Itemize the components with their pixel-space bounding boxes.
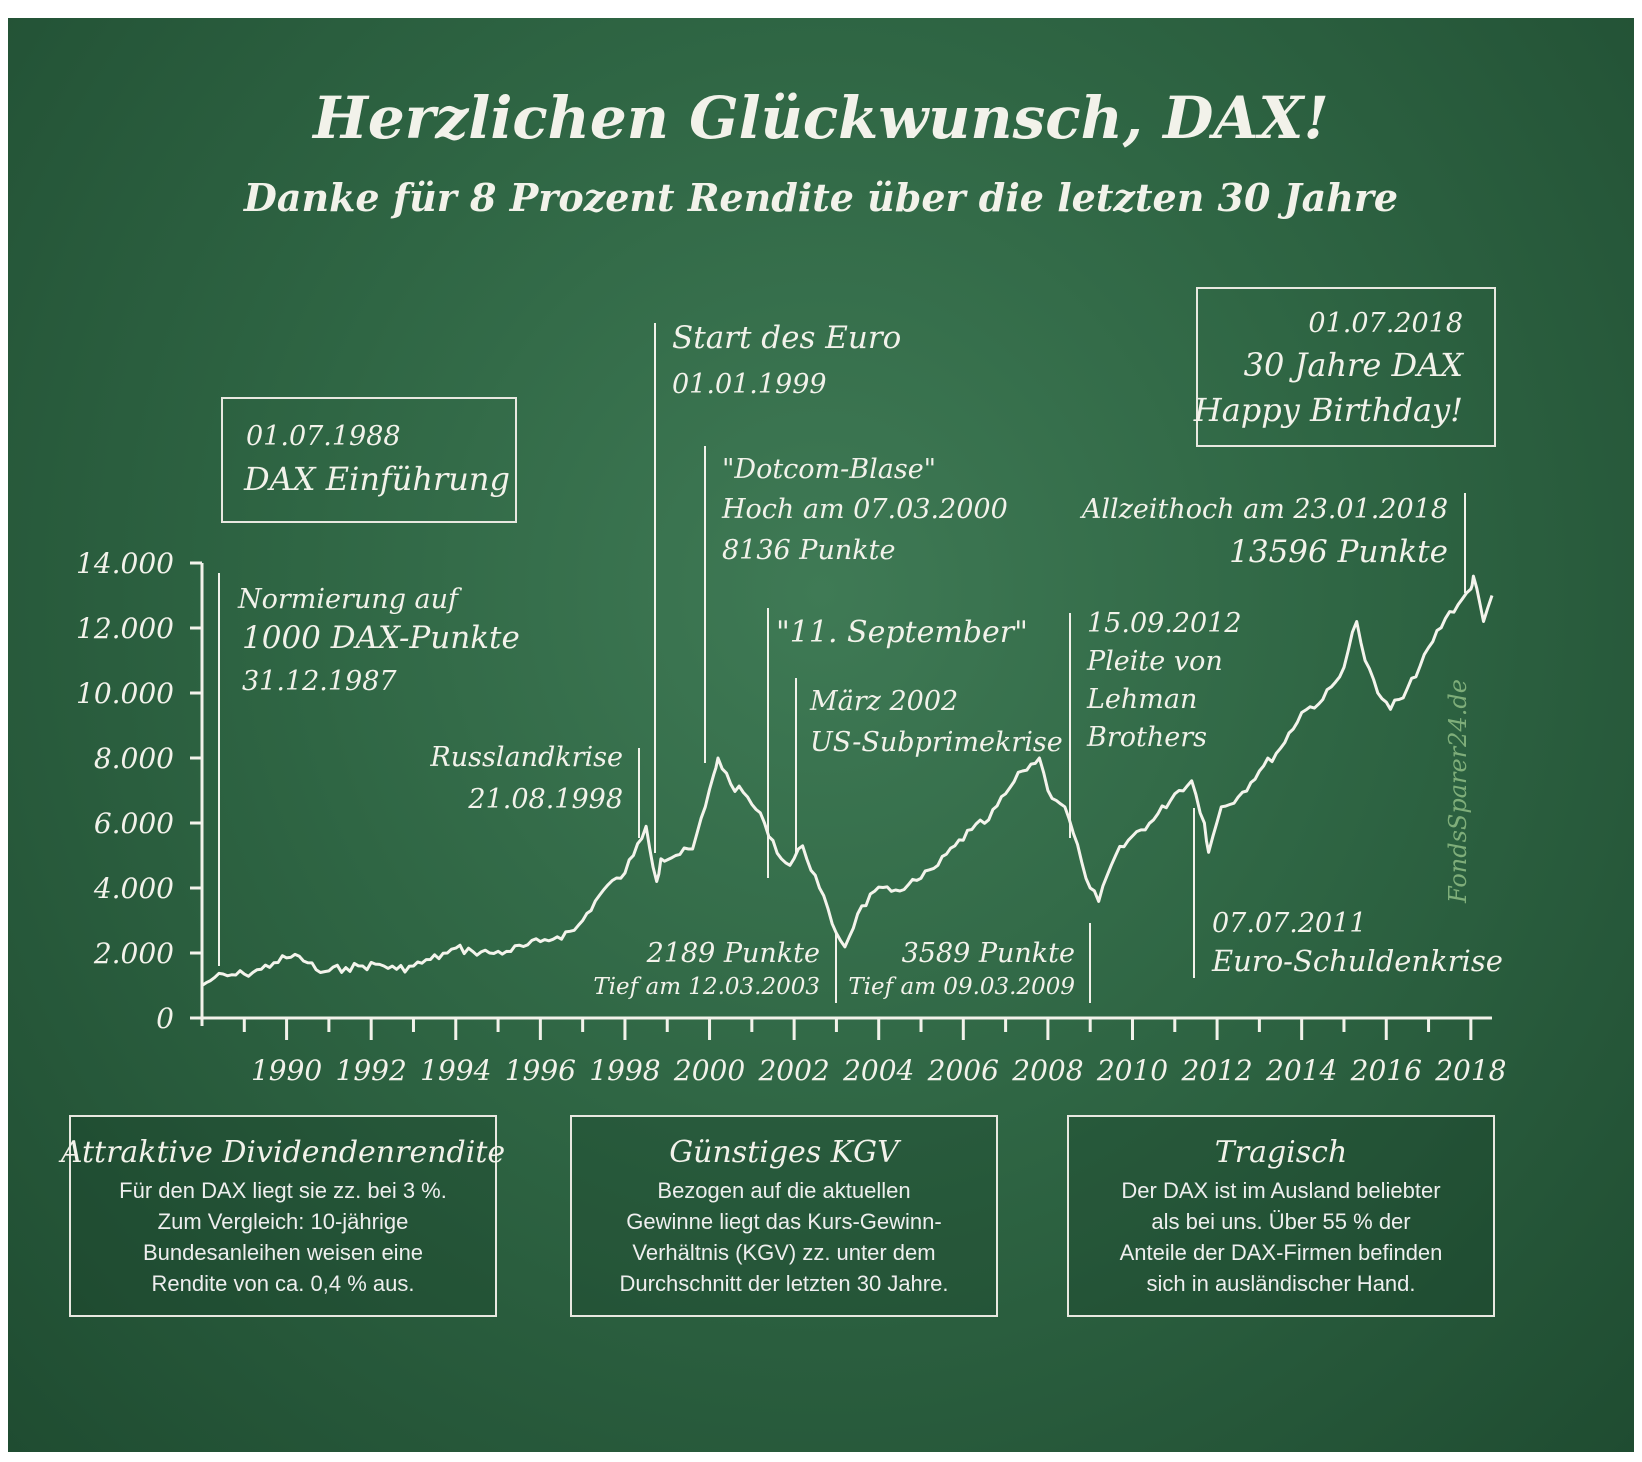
- x-tick-label: 2006: [927, 1054, 999, 1087]
- x-tick-label: 2012: [1180, 1054, 1252, 1087]
- allzeit-label-1: Allzeithoch am 23.01.2018: [1079, 494, 1448, 525]
- norm-label-3: 31.12.1987: [242, 666, 397, 697]
- intro-date: 01.07.1988: [246, 421, 401, 452]
- info-box: [1067, 1115, 1495, 1317]
- info-box-line: Durchschnitt der letzten 30 Jahre.: [620, 1271, 949, 1296]
- birthday-box: [1196, 287, 1496, 447]
- watermark: FondsSparer24.de: [1444, 679, 1472, 904]
- info-box: [69, 1115, 497, 1317]
- y-tick-label: 6.000: [94, 807, 174, 840]
- x-tick-label: 2018: [1434, 1054, 1506, 1087]
- x-tick-label: 1996: [505, 1054, 576, 1087]
- x-tick-label: 1998: [589, 1054, 660, 1087]
- norm-label-1: Normierung auf: [237, 584, 462, 615]
- info-box-line: Anteile der DAX-Firmen befinden: [1120, 1240, 1443, 1265]
- info-boxes: Attraktive Dividendenrendite Für den DAX …: [58, 1115, 1495, 1317]
- x-tick-label: 2004: [842, 1054, 914, 1087]
- x-tick-label: 2000: [673, 1054, 745, 1087]
- info-box-line: Gewinne liegt das Kurs-Gewinn-: [626, 1209, 941, 1234]
- lehman-label-2: Pleite von: [1086, 646, 1223, 677]
- info-box-title: Tragisch: [1215, 1135, 1348, 1170]
- x-tick-label: 2010: [1096, 1054, 1168, 1087]
- tief2009-label-2: Tief am 09.03.2009: [848, 974, 1075, 1000]
- y-tick-label: 12.000: [76, 612, 174, 645]
- tief2003-label-1: 2189 Punkte: [646, 938, 820, 969]
- y-tick-label: 0: [156, 1002, 174, 1035]
- info-box-line: Verhältnis (KGV) zz. unter dem: [632, 1240, 935, 1265]
- y-tick-label: 2.000: [93, 937, 174, 970]
- x-tick-label: 2002: [757, 1054, 829, 1087]
- chart-subtitle: Danke für 8 Prozent Rendite über die let…: [243, 175, 1398, 220]
- info-box-line: Rendite von ca. 0,4 % aus.: [152, 1271, 415, 1296]
- y-tick-label: 8.000: [94, 742, 174, 775]
- y-tick-label: 4.000: [93, 872, 174, 905]
- tief2009-label-1: 3589 Punkte: [902, 938, 1075, 969]
- chart-title: Herzlichen Glückwunsch, DAX!: [311, 84, 1329, 152]
- tief2003-label-2: Tief am 12.03.2003: [593, 974, 820, 1000]
- euro-label-1: Start des Euro: [672, 320, 901, 356]
- x-tick-label: 1994: [420, 1054, 491, 1087]
- chalkboard: Herzlichen Glückwunsch, DAX! Danke für 8…: [8, 18, 1634, 1452]
- russland-label-1: Russlandkrise: [429, 742, 623, 773]
- x-tick-label: 1990: [251, 1054, 322, 1087]
- birthday-date: 01.07.2018: [1308, 308, 1463, 339]
- birthday-line1: 30 Jahre DAX: [1244, 346, 1465, 384]
- y-ticks: 0 2.000 4.000 6.000 8.000 10.000 12.000 14.000: [76, 547, 202, 1035]
- info-box-line: Zum Vergleich: 10-jährige: [158, 1209, 409, 1234]
- y-tick-label: 14.000: [76, 547, 174, 580]
- subprime-label-1: März 2002: [809, 686, 958, 717]
- intro-box: [221, 397, 517, 523]
- euro-label-2: 01.01.1999: [672, 369, 827, 400]
- subprime-label-2: US-Subprimekrise: [810, 727, 1063, 758]
- info-box-line: Der DAX ist im Ausland beliebter: [1121, 1178, 1440, 1203]
- x-tick-label: 2014: [1265, 1054, 1337, 1087]
- chart-canvas: Herzlichen Glückwunsch, DAX! Danke für 8…: [58, 84, 1506, 1317]
- info-box-line: als bei uns. Über 55 % der: [1151, 1209, 1410, 1234]
- x-tick-label: 1992: [336, 1054, 407, 1087]
- dotcom-label-1: "Dotcom-Blase": [722, 454, 936, 485]
- dotcom-label-3: 8136 Punkte: [722, 535, 895, 566]
- info-box-line: Für den DAX liegt sie zz. bei 3 %.: [119, 1178, 447, 1203]
- info-box: [570, 1115, 998, 1317]
- euroschulden-label-2: Euro-Schuldenkrise: [1211, 944, 1503, 978]
- sept-label: "11. September": [776, 615, 1028, 650]
- info-box-title: Günstiges KGV: [669, 1135, 902, 1170]
- x-tick-label: 2016: [1350, 1054, 1422, 1087]
- russland-label-2: 21.08.1998: [467, 784, 623, 815]
- lehman-label-4: Brothers: [1086, 722, 1207, 753]
- lehman-label-1: 15.09.2012: [1087, 608, 1242, 639]
- info-box-line: Bezogen auf die aktuellen: [657, 1178, 910, 1203]
- lehman-label-3: Lehman: [1086, 684, 1197, 715]
- y-tick-label: 10.000: [76, 677, 174, 710]
- norm-label-2: 1000 DAX-Punkte: [242, 620, 520, 656]
- intro-text: DAX Einführung: [243, 460, 510, 498]
- euroschulden-label-1: 07.07.2011: [1212, 908, 1367, 939]
- x-tick-label: 2008: [1011, 1054, 1083, 1087]
- info-box-title: Attraktive Dividendenrendite: [58, 1135, 505, 1170]
- info-box-line: Bundesanleihen weisen eine: [143, 1240, 423, 1265]
- info-box-line: sich in ausländischer Hand.: [1146, 1271, 1415, 1296]
- dotcom-label-2: Hoch am 07.03.2000: [721, 494, 1008, 525]
- dax-series-line: [201, 574, 1494, 987]
- x-ticks: 1990 1992 1994 1996 1998 2000 2002 2004 2006 2008…: [242, 1018, 1506, 1087]
- allzeit-label-2: 13596 Punkte: [1229, 534, 1448, 570]
- birthday-line2: Happy Birthday!: [1193, 391, 1463, 429]
